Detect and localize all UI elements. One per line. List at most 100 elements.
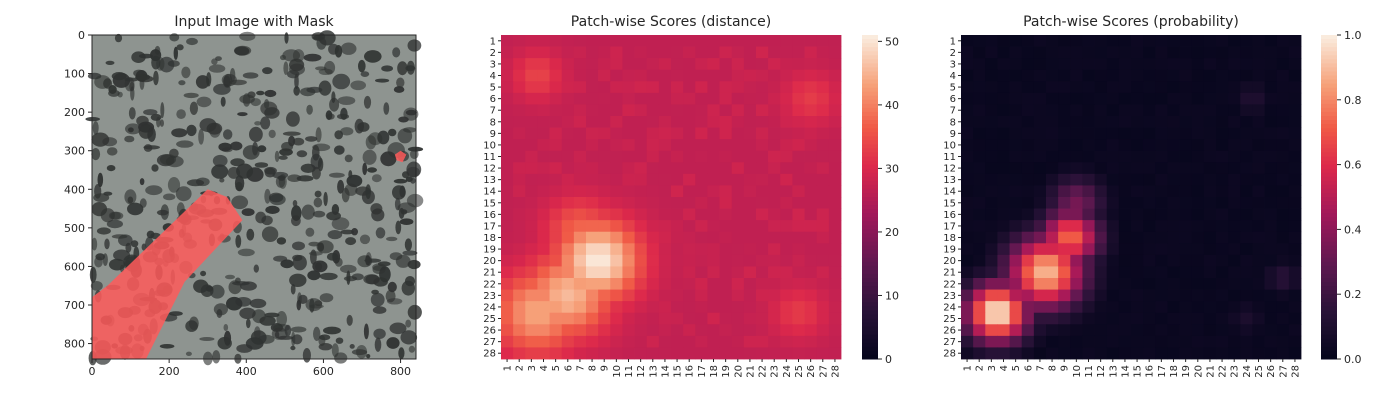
texture-spot: [199, 337, 215, 341]
heatmap-cell: [743, 243, 757, 256]
texture-spot: [381, 65, 393, 72]
heatmap-cell: [961, 127, 974, 140]
texture-spot: [318, 335, 326, 347]
texture-spot: [392, 185, 406, 200]
texture-spot: [351, 228, 358, 236]
col-tick-label: 10: [612, 365, 623, 378]
heatmap-cell: [671, 92, 684, 105]
heatmap-cell: [828, 46, 842, 59]
colorbar-segment: [862, 318, 878, 324]
heatmap-cell: [622, 231, 635, 244]
heatmap-cell: [1288, 81, 1302, 94]
heatmap-cell: [1009, 162, 1023, 175]
heatmap-cell: [598, 150, 611, 163]
heatmap-cell: [1276, 35, 1290, 47]
heatmap-cell: [707, 254, 720, 267]
heatmap-cell: [610, 116, 623, 128]
texture-spot: [262, 67, 273, 75]
heatmap-cell: [1118, 301, 1132, 314]
heatmap-cell: [561, 208, 575, 221]
heatmap-cell: [671, 139, 684, 152]
texture-spot: [97, 172, 104, 188]
heatmap-cell: [1021, 35, 1035, 47]
heatmap-cell: [756, 46, 769, 59]
texture-spot: [159, 344, 175, 349]
heatmap-cell: [1106, 243, 1120, 256]
heatmap-cell: [1106, 197, 1120, 209]
colorbar-segment: [862, 47, 878, 52]
heatmap-cell: [525, 162, 538, 175]
heatmap-cell: [1276, 254, 1290, 267]
heatmap-cell: [1155, 139, 1168, 152]
panel-title-distance: Patch-wise Scores (distance): [571, 14, 771, 30]
texture-spot: [183, 92, 199, 99]
heatmap-cell: [1264, 231, 1278, 244]
texture-spot: [370, 292, 385, 307]
heatmap-cell: [792, 81, 805, 94]
heatmap-cell: [1118, 139, 1132, 152]
heatmap-cell: [1094, 139, 1108, 152]
heatmap-cell: [1276, 185, 1290, 198]
heatmap-cell: [549, 127, 563, 140]
texture-spot: [296, 299, 302, 311]
heatmap-cell: [525, 173, 538, 186]
heatmap-cell: [610, 335, 623, 348]
heatmap-cell: [804, 347, 818, 360]
heatmap-cell: [646, 46, 660, 59]
texture-spot: [178, 80, 186, 86]
heatmap-cell: [1058, 116, 1071, 128]
heatmap-cell: [1155, 58, 1168, 71]
y-tick-label: 400: [64, 183, 85, 196]
heatmap-cell: [985, 243, 998, 256]
heatmap-cell: [513, 150, 526, 163]
heatmap-cell: [731, 301, 745, 314]
heatmap-cell: [1118, 347, 1132, 360]
heatmap-cell: [1264, 127, 1278, 140]
colorbar-segment: [862, 221, 878, 226]
texture-spot: [212, 350, 221, 364]
heatmap-cell: [1033, 139, 1047, 152]
col-tick-label: 20: [1193, 365, 1204, 378]
heatmap-cell: [549, 335, 563, 348]
heatmap-cell: [501, 347, 514, 360]
heatmap-cell: [610, 127, 623, 140]
colorbar-segment: [862, 83, 878, 89]
heatmap-cell: [731, 173, 745, 186]
heatmap-cell: [658, 58, 672, 71]
colorbar-segment: [862, 188, 878, 194]
heatmap-cell: [1288, 254, 1302, 267]
heatmap-cell: [537, 278, 550, 290]
heatmap-cell: [646, 162, 660, 175]
heatmap-cell: [1070, 35, 1083, 47]
heatmap-cell: [561, 162, 575, 175]
heatmap-cell: [1216, 347, 1229, 360]
heatmap-cell: [525, 197, 538, 209]
heatmap-cell: [1276, 266, 1290, 279]
heatmap-cell: [1216, 266, 1229, 279]
texture-spot: [254, 162, 269, 168]
heatmap-cell: [1070, 289, 1083, 302]
colorbar-segment: [862, 120, 878, 125]
heatmap-cell: [658, 46, 672, 59]
heatmap-cell: [1276, 173, 1290, 186]
colorbar-segment: [862, 99, 878, 105]
heatmap-cell: [1288, 35, 1302, 47]
heatmap-cell: [598, 220, 611, 233]
heatmap-cell: [549, 69, 563, 82]
heatmap-cell: [997, 127, 1010, 140]
heatmap-cell: [1240, 347, 1253, 360]
heatmap-cell: [792, 266, 805, 279]
heatmap-cell: [1228, 116, 1241, 128]
heatmap-cell: [719, 312, 733, 325]
heatmap-cell: [537, 335, 550, 348]
heatmap-cell: [1118, 35, 1132, 47]
heatmap-cell: [997, 104, 1010, 117]
heatmap-cell: [731, 162, 745, 175]
colorbar-segment: [1321, 257, 1337, 263]
heatmap-cell: [756, 185, 769, 198]
heatmap-cell: [719, 278, 733, 290]
heatmap-cell: [985, 254, 998, 267]
heatmap-cell: [537, 289, 550, 302]
heatmap-cell: [1070, 104, 1083, 117]
heatmap-cell: [683, 185, 696, 198]
